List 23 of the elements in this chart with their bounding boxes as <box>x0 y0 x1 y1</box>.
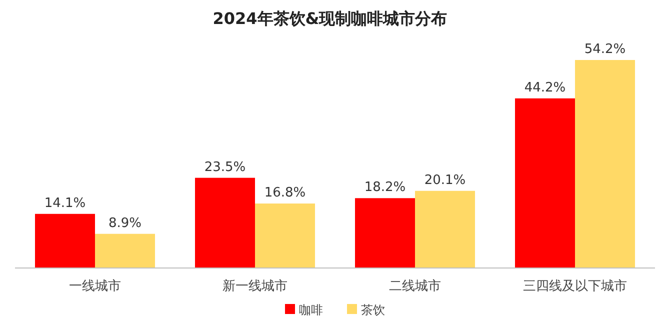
data-label: 8.9% <box>108 216 142 231</box>
bar <box>95 234 155 268</box>
legend-label: 茶饮 <box>361 303 385 317</box>
data-label: 20.1% <box>424 172 466 188</box>
bar <box>255 204 315 268</box>
bar <box>575 60 635 268</box>
bar <box>415 190 475 268</box>
bar <box>355 198 415 268</box>
x-tick-label: 一线城市 <box>69 279 121 294</box>
data-label: 23.5% <box>204 160 246 175</box>
data-label: 14.1% <box>44 196 86 211</box>
x-tick-label: 新一线城市 <box>222 279 288 294</box>
data-label: 54.2% <box>584 42 626 57</box>
bar <box>35 214 95 268</box>
x-tick-label: 三四线及以下城市 <box>523 279 627 294</box>
data-label: 18.2% <box>364 180 406 196</box>
x-tick-label: 二线城市 <box>389 279 441 294</box>
bar <box>515 98 575 268</box>
legend-label: 咖啡 <box>299 303 323 317</box>
chart-title: 2024年茶饮&现制咖啡城市分布 <box>212 9 448 28</box>
bar <box>195 178 255 268</box>
data-label: 16.8% <box>264 186 306 201</box>
data-label: 44.2% <box>524 80 566 96</box>
